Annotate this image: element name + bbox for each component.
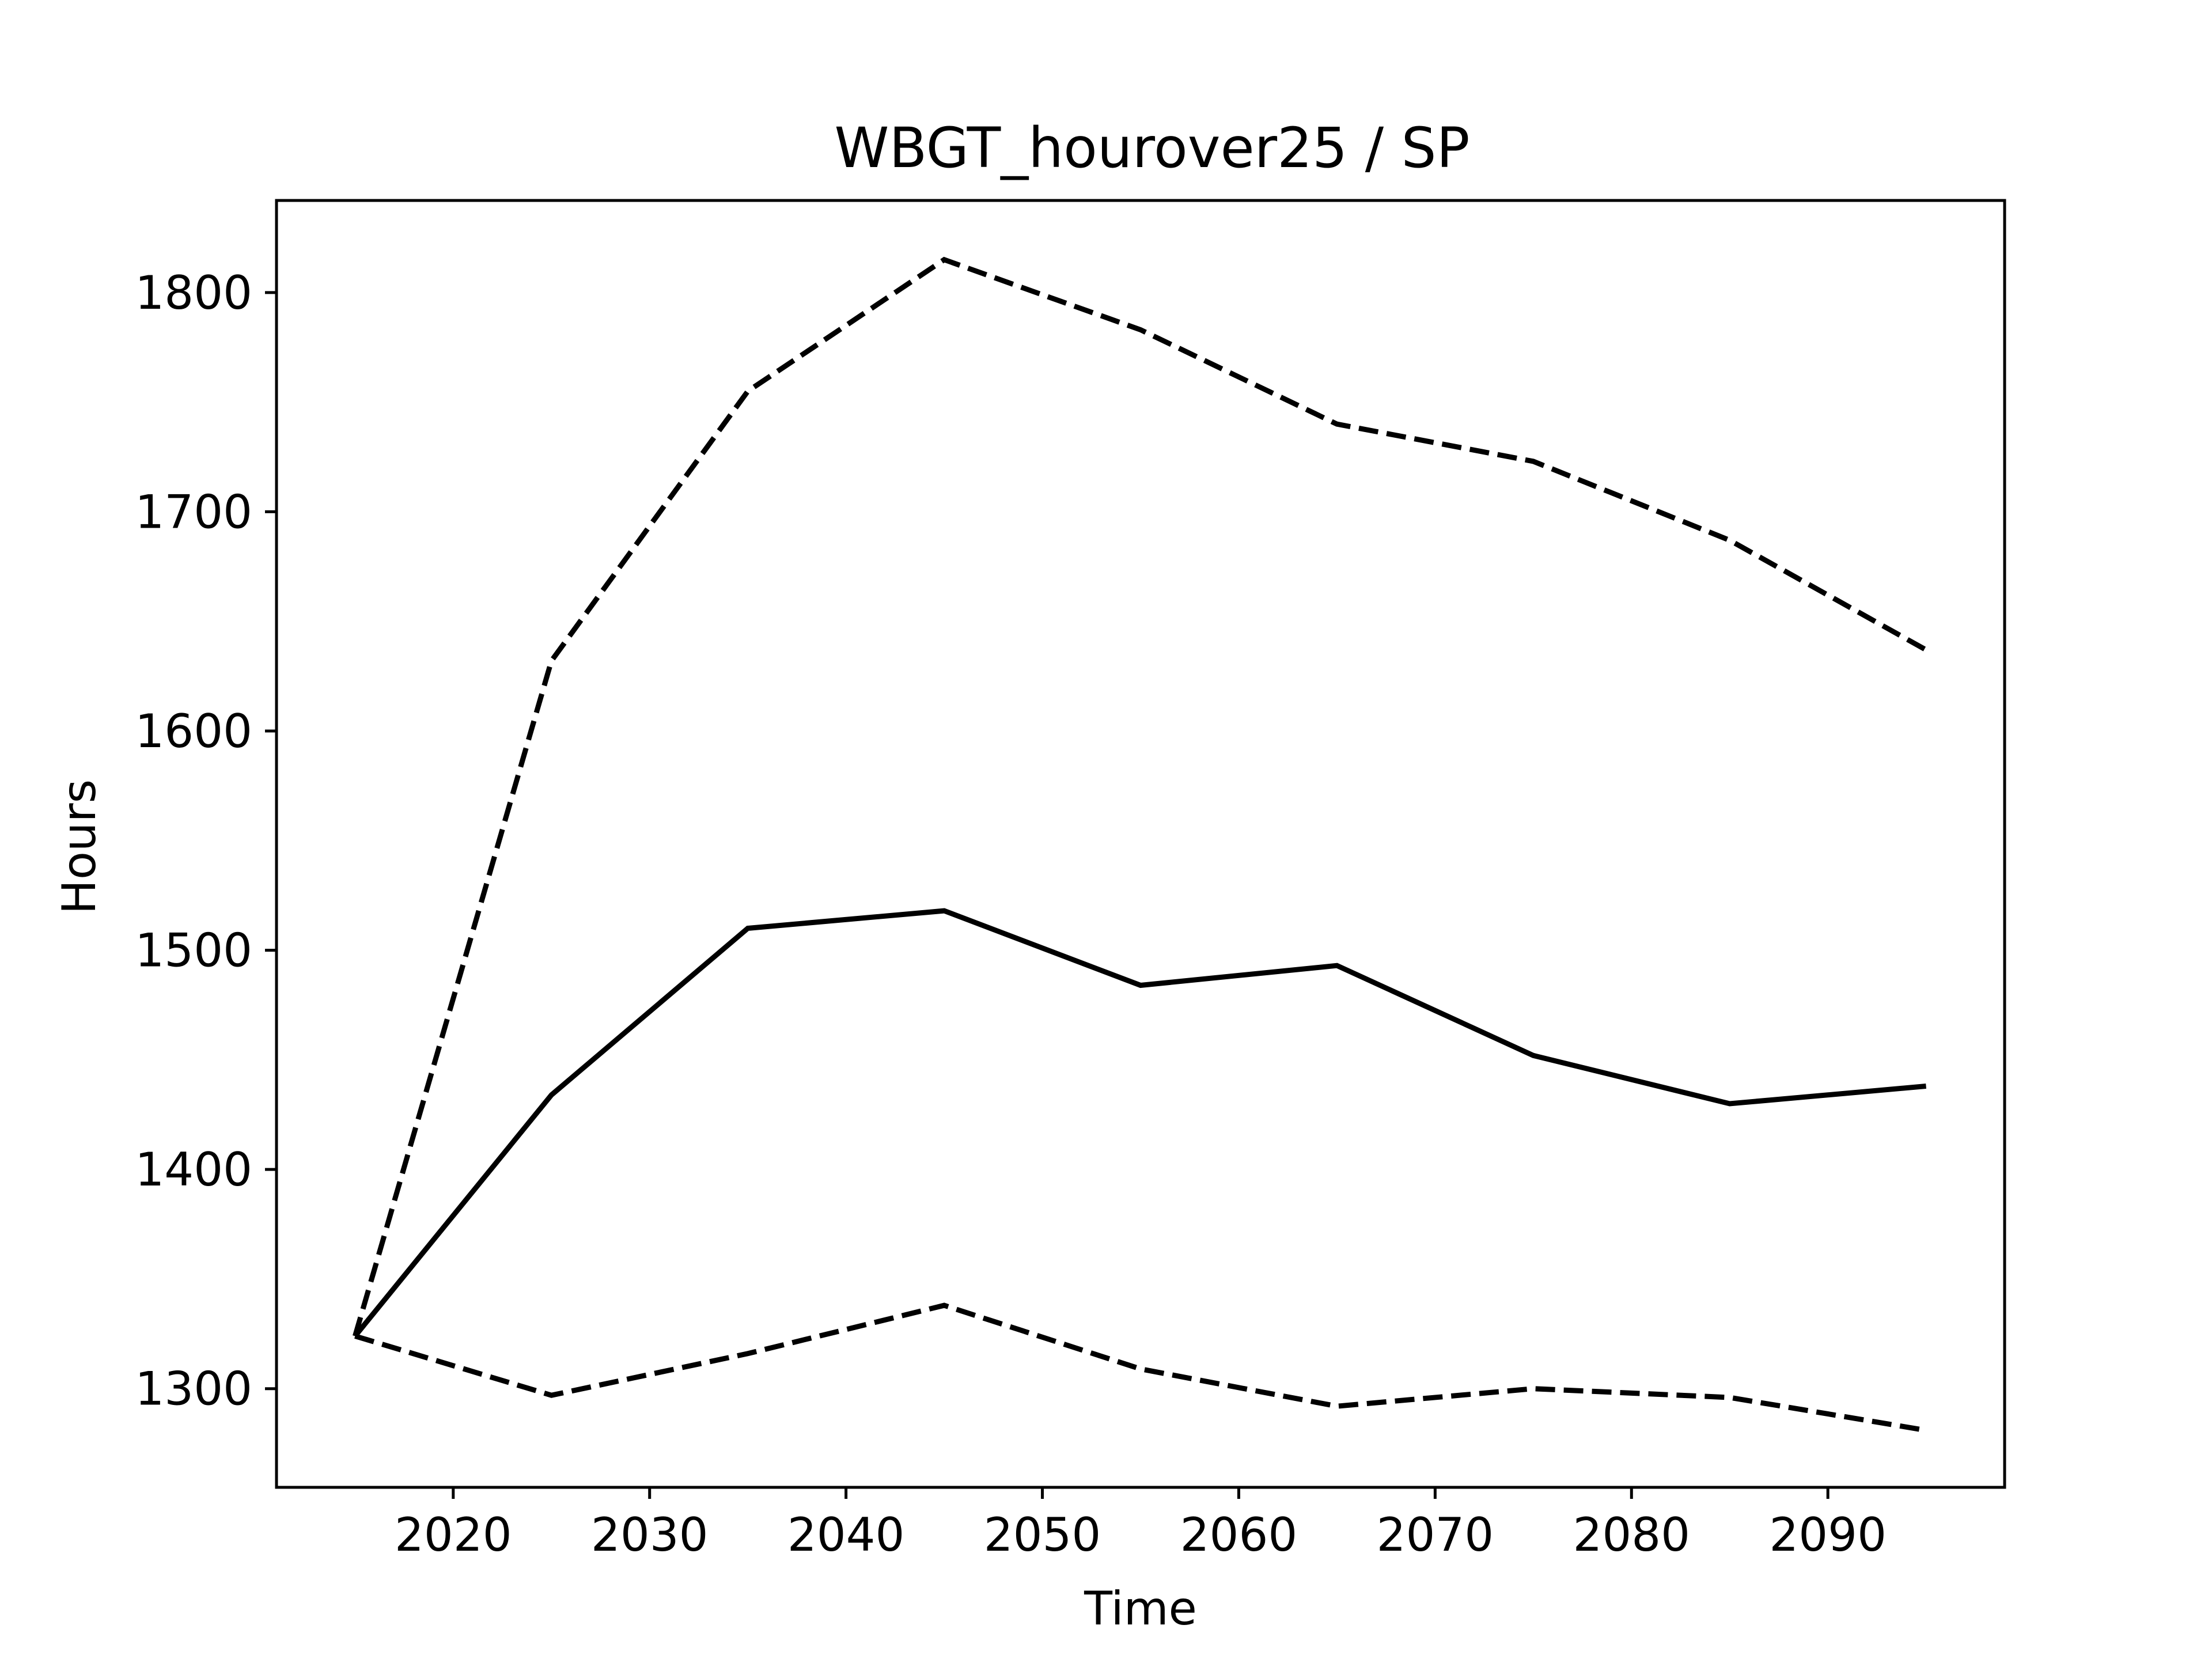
series-line-1-dashed bbox=[353, 256, 1927, 1337]
series-line-2-solid bbox=[353, 908, 1927, 1338]
x-tick-label: 2060 bbox=[1180, 1508, 1298, 1562]
x-tick-label: 2070 bbox=[1377, 1508, 1494, 1562]
x-axis: 2020 2030 2040 2050 2060 2070 2080 2090 bbox=[395, 1487, 1887, 1562]
series-line-3-dashed bbox=[354, 1302, 1927, 1433]
plot-frame bbox=[275, 199, 2006, 1489]
x-tick-label: 2050 bbox=[984, 1508, 1101, 1562]
y-axis-label: Hours bbox=[52, 779, 106, 914]
x-tick-label: 2020 bbox=[395, 1508, 512, 1562]
y-tick-label: 1800 bbox=[135, 266, 252, 320]
y-tick-label: 1600 bbox=[135, 704, 252, 758]
plot-area bbox=[353, 256, 1927, 1433]
chart-title: WBGT_hourover25 / SP bbox=[835, 116, 1470, 180]
y-tick-label: 1500 bbox=[135, 924, 252, 978]
y-tick-label: 1300 bbox=[135, 1362, 252, 1416]
x-tick-label: 2080 bbox=[1573, 1508, 1690, 1562]
x-tick-label: 2040 bbox=[787, 1508, 905, 1562]
x-tick-label: 2030 bbox=[591, 1508, 709, 1562]
x-tick-label: 2090 bbox=[1769, 1508, 1887, 1562]
y-tick-label: 1400 bbox=[135, 1143, 252, 1196]
y-tick-label: 1700 bbox=[135, 485, 252, 539]
x-axis-label: Time bbox=[1084, 1582, 1197, 1635]
y-axis: 1300 1400 1500 1600 1700 1800 bbox=[135, 266, 276, 1416]
